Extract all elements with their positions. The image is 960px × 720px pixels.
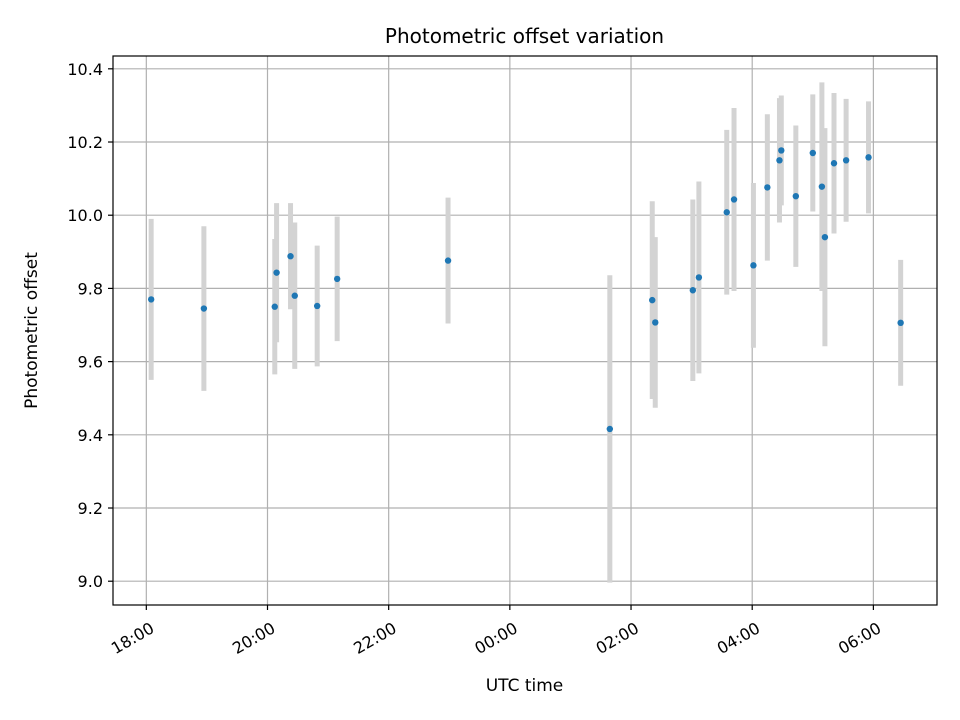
data-point xyxy=(444,257,452,264)
data-point xyxy=(865,154,872,161)
data-point xyxy=(776,157,783,164)
data-point xyxy=(652,319,659,326)
data-point xyxy=(649,296,656,304)
data-point xyxy=(291,292,298,299)
data-point xyxy=(695,274,703,281)
data-point xyxy=(606,425,614,433)
data-point xyxy=(730,196,738,203)
data-point xyxy=(809,149,816,157)
plot-frame xyxy=(112,55,938,606)
data-point xyxy=(287,253,294,260)
data-points xyxy=(147,147,904,433)
data-point xyxy=(821,233,829,241)
chart-title: Photometric offset variation xyxy=(385,24,664,48)
data-point xyxy=(778,147,785,154)
x-axis-title: UTC time xyxy=(486,676,564,696)
data-point xyxy=(313,302,321,310)
y-tick-label: 9.4 xyxy=(78,426,103,445)
y-axis: 9.0 9.2 9.4 9.6 9.8 10.0 10.2 10.4 xyxy=(67,60,113,591)
y-axis-title: Photometric offset xyxy=(22,252,42,409)
data-point xyxy=(333,275,341,283)
data-point xyxy=(818,183,826,190)
y-tick-label: 9.8 xyxy=(78,279,103,298)
data-point xyxy=(764,184,771,191)
data-point xyxy=(147,296,155,303)
y-tick-label: 9.6 xyxy=(78,353,103,372)
data-point xyxy=(842,157,850,164)
y-tick-label: 10.0 xyxy=(67,206,103,225)
data-point xyxy=(273,269,280,276)
data-point xyxy=(200,305,208,312)
data-point xyxy=(271,303,278,310)
y-tick-label: 10.4 xyxy=(67,60,103,79)
y-tick-label: 10.2 xyxy=(67,133,103,152)
data-point xyxy=(689,287,697,294)
data-point xyxy=(792,192,800,200)
data-point xyxy=(897,319,904,327)
data-point xyxy=(723,209,730,216)
y-tick-label: 9.0 xyxy=(78,572,103,591)
y-tick-label: 9.2 xyxy=(78,499,103,518)
data-point xyxy=(830,160,838,167)
data-point xyxy=(750,262,757,269)
